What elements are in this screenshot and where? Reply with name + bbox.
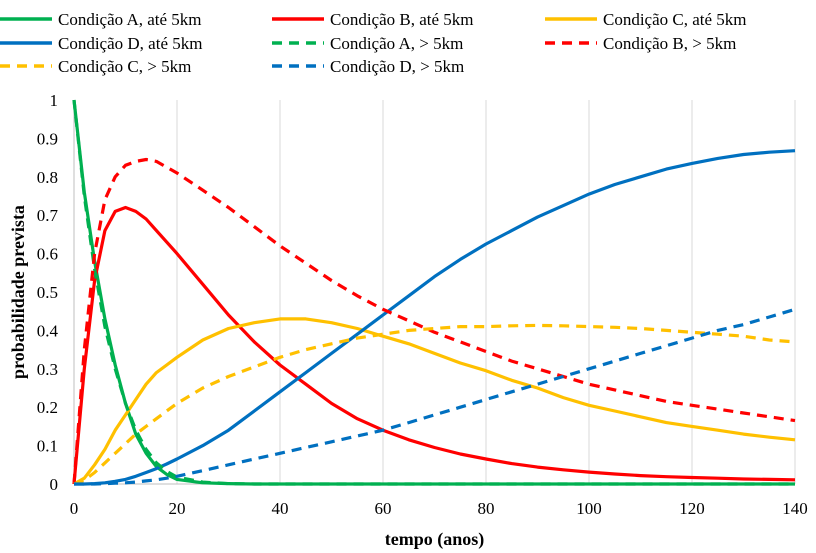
legend-label-condicao-d-gt-5km: Condição D, > 5km <box>330 57 464 76</box>
x-tick-label: 140 <box>782 499 808 518</box>
x-tick-label: 80 <box>478 499 495 518</box>
y-tick-label: 0.7 <box>37 206 59 225</box>
x-tick-label: 100 <box>576 499 602 518</box>
x-tick-label: 40 <box>272 499 289 518</box>
legend-label-condicao-b-gt-5km: Condição B, > 5km <box>603 34 736 53</box>
legend-label-condicao-b-ate-5km: Condição B, até 5km <box>330 10 474 29</box>
series-line-condicao-c-gt-5km <box>73 323 796 486</box>
y-tick-label: 0.2 <box>37 398 58 417</box>
y-axis-title: probabilidade prevista <box>8 205 28 379</box>
legend-label-condicao-c-ate-5km: Condição C, até 5km <box>603 10 747 29</box>
x-tick-label: 60 <box>375 499 392 518</box>
x-tick-label: 20 <box>169 499 186 518</box>
legend-label-condicao-d-ate-5km: Condição D, até 5km <box>58 34 202 53</box>
x-tick-label: 120 <box>679 499 705 518</box>
y-tick-label: 0.8 <box>37 168 58 187</box>
series-line-condicao-d-gt-5km <box>74 307 796 486</box>
y-tick-label: 1 <box>50 91 59 110</box>
series-line-condicao-b-ate-5km <box>72 205 796 485</box>
legend: Condição A, até 5km Condição B, até 5km Co… <box>0 10 747 76</box>
legend-label-condicao-a-ate-5km: Condição A, até 5km <box>58 10 202 29</box>
series-line-condicao-c-ate-5km <box>73 317 796 486</box>
legend-label-condicao-c-gt-5km: Condição C, > 5km <box>58 57 191 76</box>
y-tick-label: 0.4 <box>37 321 59 340</box>
tick-labels: 0 20 40 60 80 100 120 140 0 0.1 0.2 0.3 0.4 0.5 0.6 0.7… <box>37 91 808 518</box>
y-tick-label: 0.5 <box>37 283 58 302</box>
y-tick-label: 0.3 <box>37 360 58 379</box>
y-tick-label: 0.1 <box>37 437 58 456</box>
series-line-condicao-a-gt-5km <box>72 99 795 486</box>
x-tick-label: 0 <box>70 499 79 518</box>
x-axis-title: tempo (anos) <box>385 529 485 550</box>
series-line-condicao-d-ate-5km <box>74 149 796 486</box>
y-tick-label: 0.6 <box>37 245 58 264</box>
y-tick-label: 0 <box>50 475 59 494</box>
series-lines <box>72 99 796 486</box>
y-tick-label: 0.9 <box>37 129 58 148</box>
legend-label-condicao-a-gt-5km: Condição A, > 5km <box>330 34 463 53</box>
series-line-condicao-b-gt-5km <box>72 157 796 485</box>
